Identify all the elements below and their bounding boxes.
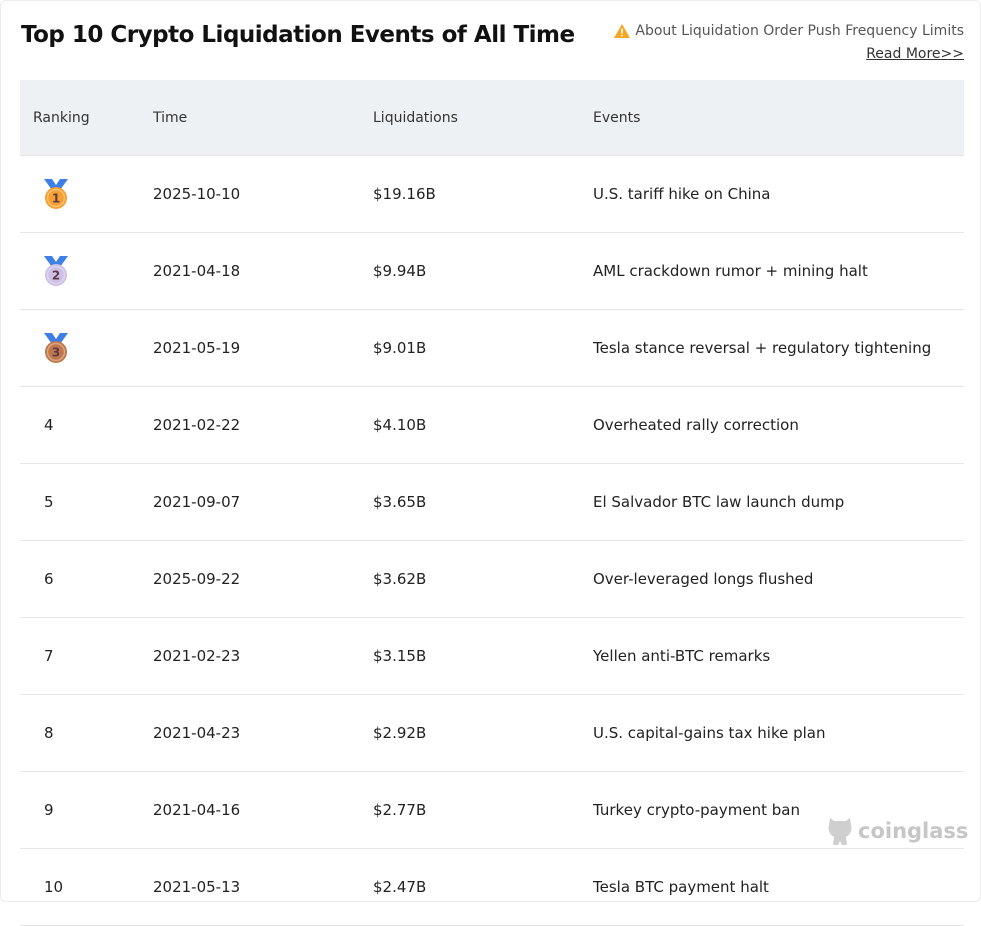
table-header: Ranking Time Liquidations Events xyxy=(20,80,964,156)
page-title: Top 10 Crypto Liquidation Events of All … xyxy=(21,22,575,48)
event-cell: Turkey crypto-payment ban xyxy=(592,771,964,849)
table-row: 8 2021-04-23 $2.92B U.S. capital-gains tax … xyxy=(20,694,964,772)
rank-cell: 5 xyxy=(20,463,152,541)
table-row: 4 2021-02-22 $4.10B Overheated rally correc… xyxy=(20,386,964,464)
svg-text:3: 3 xyxy=(52,346,60,360)
liquidations-cell: $2.92B xyxy=(372,694,592,772)
event-cell: Tesla stance reversal + regulatory tight… xyxy=(592,309,964,387)
liquidations-cell: $3.65B xyxy=(372,463,592,541)
column-time: Time xyxy=(152,80,372,156)
table-row: 7 2021-02-23 $3.15B Yellen anti-BTC remarks xyxy=(20,617,964,695)
read-more-link[interactable]: Read More>> xyxy=(866,46,964,62)
liquidations-cell: $19.16B xyxy=(372,155,592,233)
event-cell: Over-leveraged longs flushed xyxy=(592,540,964,618)
time-cell: 2021-05-19 xyxy=(152,309,372,387)
event-cell: Yellen anti-BTC remarks xyxy=(592,617,964,695)
time-cell: 2021-02-22 xyxy=(152,386,372,464)
rank-cell: 1 xyxy=(20,155,152,233)
notice-text: About Liquidation Order Push Frequency L… xyxy=(635,23,964,39)
coinglass-logo-icon xyxy=(828,818,852,845)
liquidations-cell: $9.94B xyxy=(372,232,592,310)
event-cell: U.S. capital-gains tax hike plan xyxy=(592,694,964,772)
column-ranking: Ranking xyxy=(20,80,152,156)
rank-cell: 6 xyxy=(20,540,152,618)
time-cell: 2021-05-13 xyxy=(152,848,372,926)
svg-text:2: 2 xyxy=(52,269,60,283)
warning-icon xyxy=(614,24,631,38)
svg-text:1: 1 xyxy=(52,192,60,206)
event-cell: El Salvador BTC law launch dump xyxy=(592,463,964,541)
table-row: 1 2025-10-10 $19.16B U.S. tariff hike on Ch… xyxy=(20,155,964,233)
event-cell: Overheated rally correction xyxy=(592,386,964,464)
table-row: 9 2021-04-16 $2.77B Turkey crypto-payment b… xyxy=(20,771,964,849)
medal-2-icon: 2 xyxy=(44,256,68,286)
column-events: Events xyxy=(592,80,964,156)
coinglass-watermark: coinglass xyxy=(826,815,968,847)
rank-cell: 3 xyxy=(20,309,152,387)
liquidations-cell: $9.01B xyxy=(372,309,592,387)
time-cell: 2021-09-07 xyxy=(152,463,372,541)
time-cell: 2025-10-10 xyxy=(152,155,372,233)
time-cell: 2021-04-18 xyxy=(152,232,372,310)
liquidations-cell: $3.15B xyxy=(372,617,592,695)
table-row: 3 2021-05-19 $9.01B Tesla stance reversal +… xyxy=(20,309,964,387)
table-row: 6 2025-09-22 $3.62B Over-leveraged longs fl… xyxy=(20,540,964,618)
rank-cell: 8 xyxy=(20,694,152,772)
time-cell: 2021-02-23 xyxy=(152,617,372,695)
watermark-text: coinglass xyxy=(858,819,969,843)
time-cell: 2021-04-16 xyxy=(152,771,372,849)
liquidations-cell: $3.62B xyxy=(372,540,592,618)
rank-cell: 9 xyxy=(20,771,152,849)
rank-cell: 4 xyxy=(20,386,152,464)
table-row: 5 2021-09-07 $3.65B El Salvador BTC law lau… xyxy=(20,463,964,541)
liquidation-table: Ranking Time Liquidations Events 1 2025-1… xyxy=(20,80,964,926)
event-cell: U.S. tariff hike on China xyxy=(592,155,964,233)
liquidations-cell: $4.10B xyxy=(372,386,592,464)
event-cell: Tesla BTC payment halt xyxy=(592,848,964,926)
column-liquidations: Liquidations xyxy=(372,80,592,156)
liquidations-cell: $2.47B xyxy=(372,848,592,926)
time-cell: 2021-04-23 xyxy=(152,694,372,772)
time-cell: 2025-09-22 xyxy=(152,540,372,618)
event-cell: AML crackdown rumor + mining halt xyxy=(592,232,964,310)
medal-3-icon: 3 xyxy=(44,333,68,363)
table-row: 2 2021-04-18 $9.94B AML crackdown rumor + m… xyxy=(20,232,964,310)
rank-cell: 10 xyxy=(20,848,152,926)
table-row: 10 2021-05-13 $2.47B Tesla BTC payment halt xyxy=(20,848,964,926)
rank-cell: 7 xyxy=(20,617,152,695)
medal-1-icon: 1 xyxy=(44,179,68,209)
rank-cell: 2 xyxy=(20,232,152,310)
frequency-notice[interactable]: About Liquidation Order Push Frequency L… xyxy=(614,23,964,39)
liquidations-cell: $2.77B xyxy=(372,771,592,849)
